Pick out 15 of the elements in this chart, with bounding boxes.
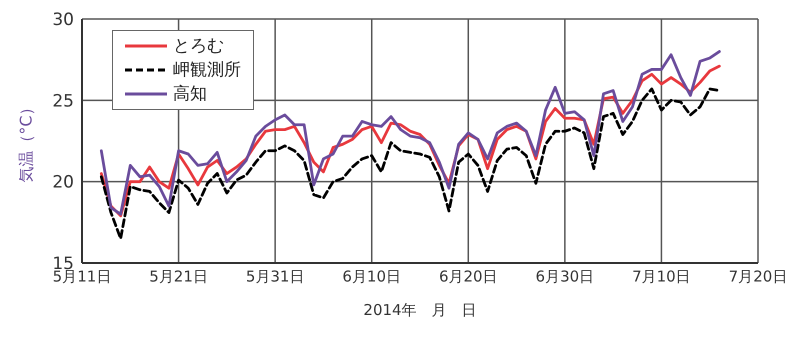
y-axis-title: 気温（°C） bbox=[16, 99, 36, 183]
y-tick-label: 25 bbox=[52, 91, 74, 112]
legend-label: 高知 bbox=[173, 83, 207, 106]
x-tick-label: 6月30日 bbox=[536, 268, 594, 286]
x-tick-label: 6月10日 bbox=[342, 268, 402, 286]
legend-label: 岬観測所 bbox=[173, 59, 241, 82]
y-tick-label: 20 bbox=[52, 172, 74, 193]
y-tick-label: 30 bbox=[52, 10, 74, 30]
x-tick-label: 7月10日 bbox=[632, 268, 691, 286]
x-tick-label: 5月21日 bbox=[149, 268, 208, 286]
x-tick-label: 7月20日 bbox=[728, 268, 788, 286]
legend-label: とろむ bbox=[173, 35, 224, 58]
x-axis-title: 2014年 月 日 bbox=[363, 301, 477, 319]
x-tick-label: 6月20日 bbox=[438, 268, 498, 286]
x-tick-label: 5月31日 bbox=[246, 268, 304, 286]
